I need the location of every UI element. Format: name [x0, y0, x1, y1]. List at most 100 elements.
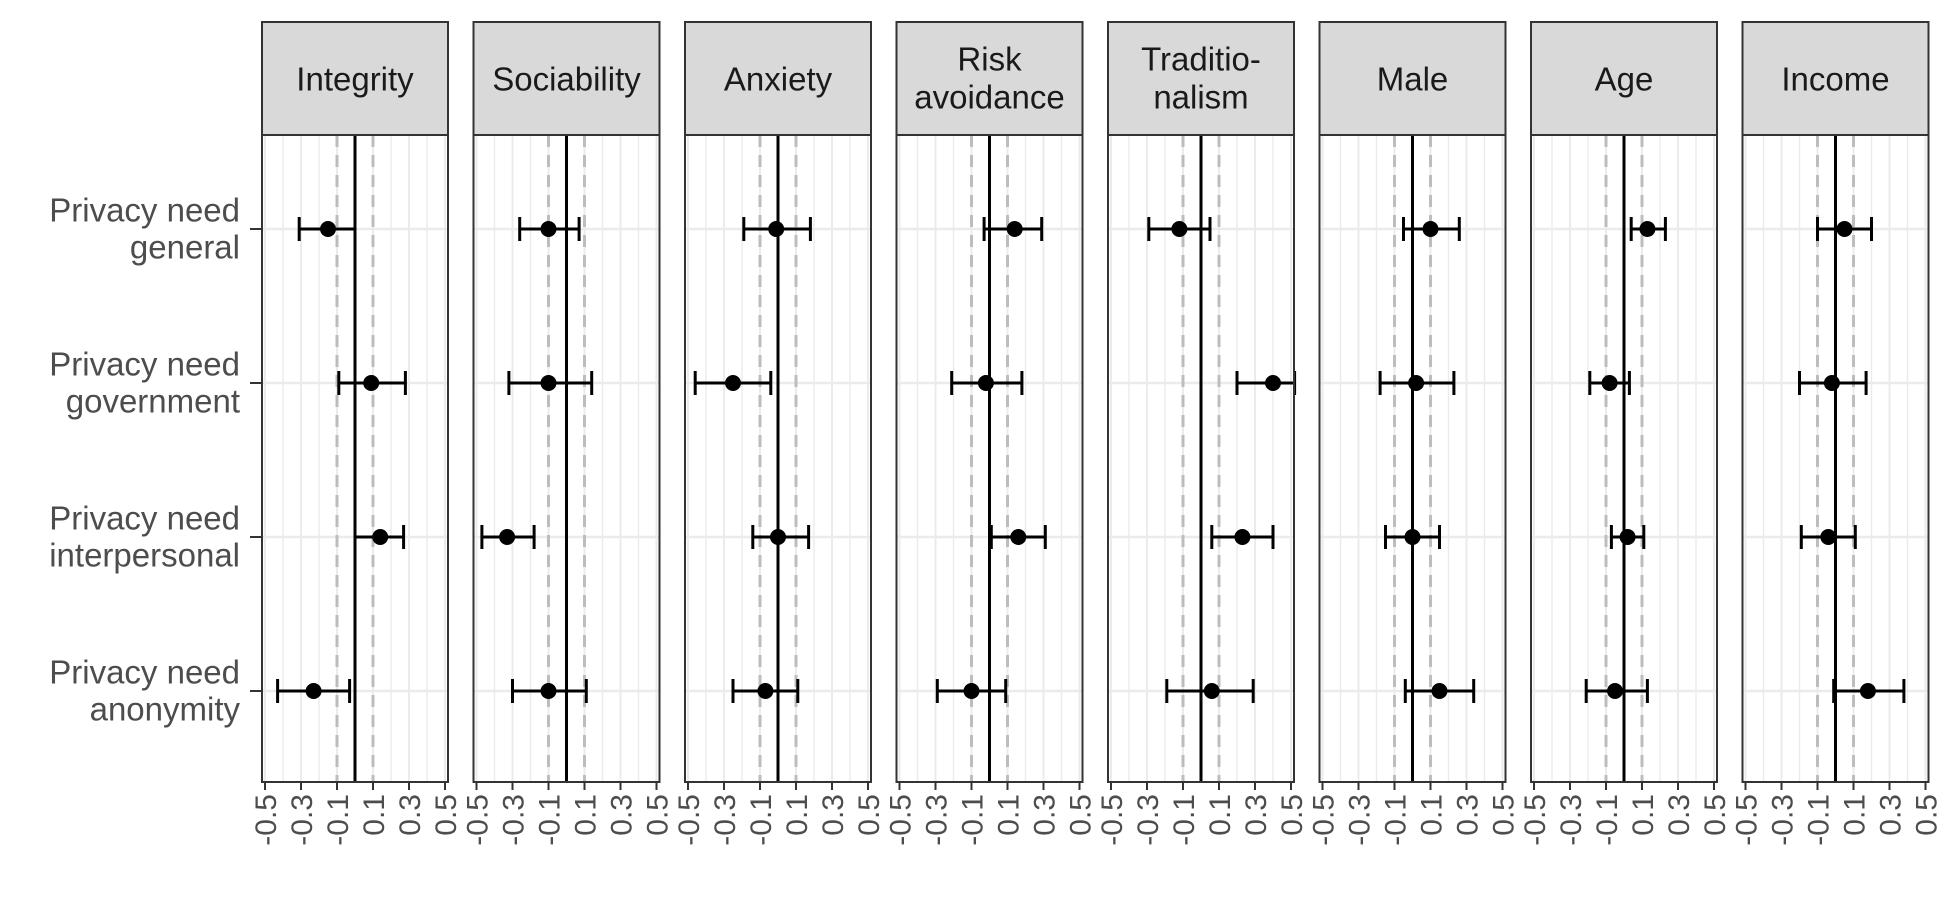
estimate-point — [1607, 683, 1623, 699]
x-tick-label: 0.5 — [853, 794, 886, 836]
facet-title-line: Sociability — [492, 61, 641, 98]
estimate-point — [372, 529, 389, 545]
panel-border — [1530, 134, 1718, 783]
x-tick-label: 0.1 — [570, 794, 603, 836]
row-label-line: interpersonal — [49, 537, 240, 574]
estimate-point — [1601, 375, 1618, 391]
facet-title-line: Male — [1377, 61, 1449, 98]
x-tick-label: 0.5 — [1911, 794, 1944, 836]
facet-strip — [895, 21, 1084, 136]
facet-strip — [684, 21, 872, 136]
x-tick-label: -0.1 — [1168, 794, 1201, 846]
x-tick-label: 0.5 — [1699, 794, 1732, 836]
facet-title: Male — [1377, 61, 1449, 98]
estimate-point — [1422, 221, 1439, 237]
estimate-point — [1408, 375, 1425, 391]
estimate-point — [977, 375, 994, 391]
estimate-point — [757, 683, 774, 699]
facet-title-line: Age — [1595, 61, 1654, 98]
estimate-point — [1431, 683, 1448, 699]
facet-panel-1: Sociability -0.5 -0.3 -0.1 0.1 0.3 0.5 — [462, 21, 675, 846]
row-label-line: government — [66, 383, 240, 420]
x-tick-label: -0.5 — [885, 794, 918, 846]
x-tick-label: -0.1 — [534, 794, 567, 846]
estimate-point — [1836, 221, 1853, 237]
x-tick-label: 0.3 — [606, 794, 639, 836]
x-tick-label: 0.5 — [1065, 794, 1098, 836]
x-tick-label: -0.1 — [957, 794, 990, 846]
row-label-line: Privacy need — [49, 346, 240, 383]
estimate-point — [540, 375, 557, 391]
x-tick-label: 0.3 — [1240, 794, 1273, 836]
x-tick-label: 0.5 — [430, 794, 463, 836]
facet-title: Income — [1781, 61, 1889, 98]
x-tick-label: -0.5 — [1096, 794, 1129, 846]
x-tick-label: -0.1 — [1591, 794, 1624, 846]
estimate-point — [363, 375, 380, 391]
x-tick-label: 0.3 — [1452, 794, 1485, 836]
estimate-point — [1859, 683, 1876, 699]
x-tick-label: -0.3 — [286, 794, 319, 846]
x-tick-label: -0.5 — [462, 794, 495, 846]
x-tick-label: -0.3 — [1767, 794, 1800, 846]
estimate-point — [768, 221, 785, 237]
facet-title: Risk avoidance — [914, 41, 1064, 116]
row-label-line: Privacy need — [49, 500, 240, 537]
estimate-point — [963, 683, 980, 699]
x-tick-label: -0.5 — [1731, 794, 1764, 846]
x-tick-label: -0.1 — [1803, 794, 1836, 846]
x-tick-label: -0.5 — [673, 794, 706, 846]
facet-title-line: nalism — [1153, 79, 1248, 116]
x-tick-label: -0.3 — [709, 794, 742, 846]
x-tick-label: -0.1 — [1380, 794, 1413, 846]
panel-border — [895, 134, 1084, 783]
panel-border — [684, 134, 872, 783]
x-tick-label: -0.1 — [322, 794, 355, 846]
x-tick-label: -0.5 — [250, 794, 283, 846]
x-tick-label: 0.5 — [642, 794, 675, 836]
facet-title-line: Anxiety — [724, 61, 833, 98]
facet-strip — [261, 21, 449, 136]
x-tick-label: 0.5 — [1488, 794, 1521, 836]
facet-title: Age — [1595, 61, 1654, 98]
x-tick-label: 0.1 — [1416, 794, 1449, 836]
panel-border — [261, 134, 449, 783]
x-tick-label: 0.3 — [394, 794, 427, 836]
x-tick-label: -0.3 — [1132, 794, 1165, 846]
facet-panel-0: Integrity -0.5 -0.3 -0.1 0.1 0.3 0.5 — [250, 21, 463, 846]
x-tick-label: 0.3 — [1663, 794, 1696, 836]
x-tick-label: -0.1 — [745, 794, 778, 846]
estimate-point — [1823, 375, 1840, 391]
estimate-point — [1265, 375, 1281, 391]
estimate-point — [540, 221, 557, 237]
x-tick-label: 0.1 — [1627, 794, 1660, 836]
facet-panel-4: Traditio-nalism -0.5 -0.3 -0.1 0.1 0.3 0.5 — [1096, 21, 1309, 846]
facet-strip — [472, 21, 661, 136]
facet-panel-3: Risk avoidance -0.5 -0.3 -0.1 0.1 0.3 0.5 — [885, 21, 1098, 846]
x-tick-label: 0.1 — [1839, 794, 1872, 836]
estimate-point — [1234, 529, 1251, 545]
x-tick-label: 0.3 — [1875, 794, 1908, 836]
facet-title: Integrity — [296, 61, 414, 98]
x-tick-label: 0.1 — [781, 794, 814, 836]
estimate-point — [320, 221, 336, 237]
panel-border — [1741, 134, 1930, 783]
estimate-point — [540, 683, 557, 699]
estimate-point — [725, 375, 741, 391]
x-tick-label: -0.5 — [1308, 794, 1341, 846]
panel-border — [1107, 134, 1295, 783]
estimate-point — [1010, 529, 1027, 545]
row-label: Privacy need anonymity — [49, 654, 240, 728]
facet-title-line: avoidance — [914, 79, 1064, 116]
facet-panel-2: Anxiety -0.5 -0.3 -0.1 0.1 0.3 0.5 — [673, 21, 886, 846]
facet-panel-5: Male -0.5 -0.3 -0.1 0.1 0.3 0.5 — [1308, 21, 1521, 846]
facet-title-line: Income — [1781, 61, 1889, 98]
row-label: Privacy need interpersonal — [49, 500, 240, 574]
facet-strip — [1107, 21, 1295, 136]
estimate-point — [499, 529, 516, 545]
x-tick-label: 0.1 — [993, 794, 1026, 836]
panel-border — [1318, 134, 1507, 783]
estimate-point — [1820, 529, 1837, 545]
facet-strip — [1530, 21, 1718, 136]
